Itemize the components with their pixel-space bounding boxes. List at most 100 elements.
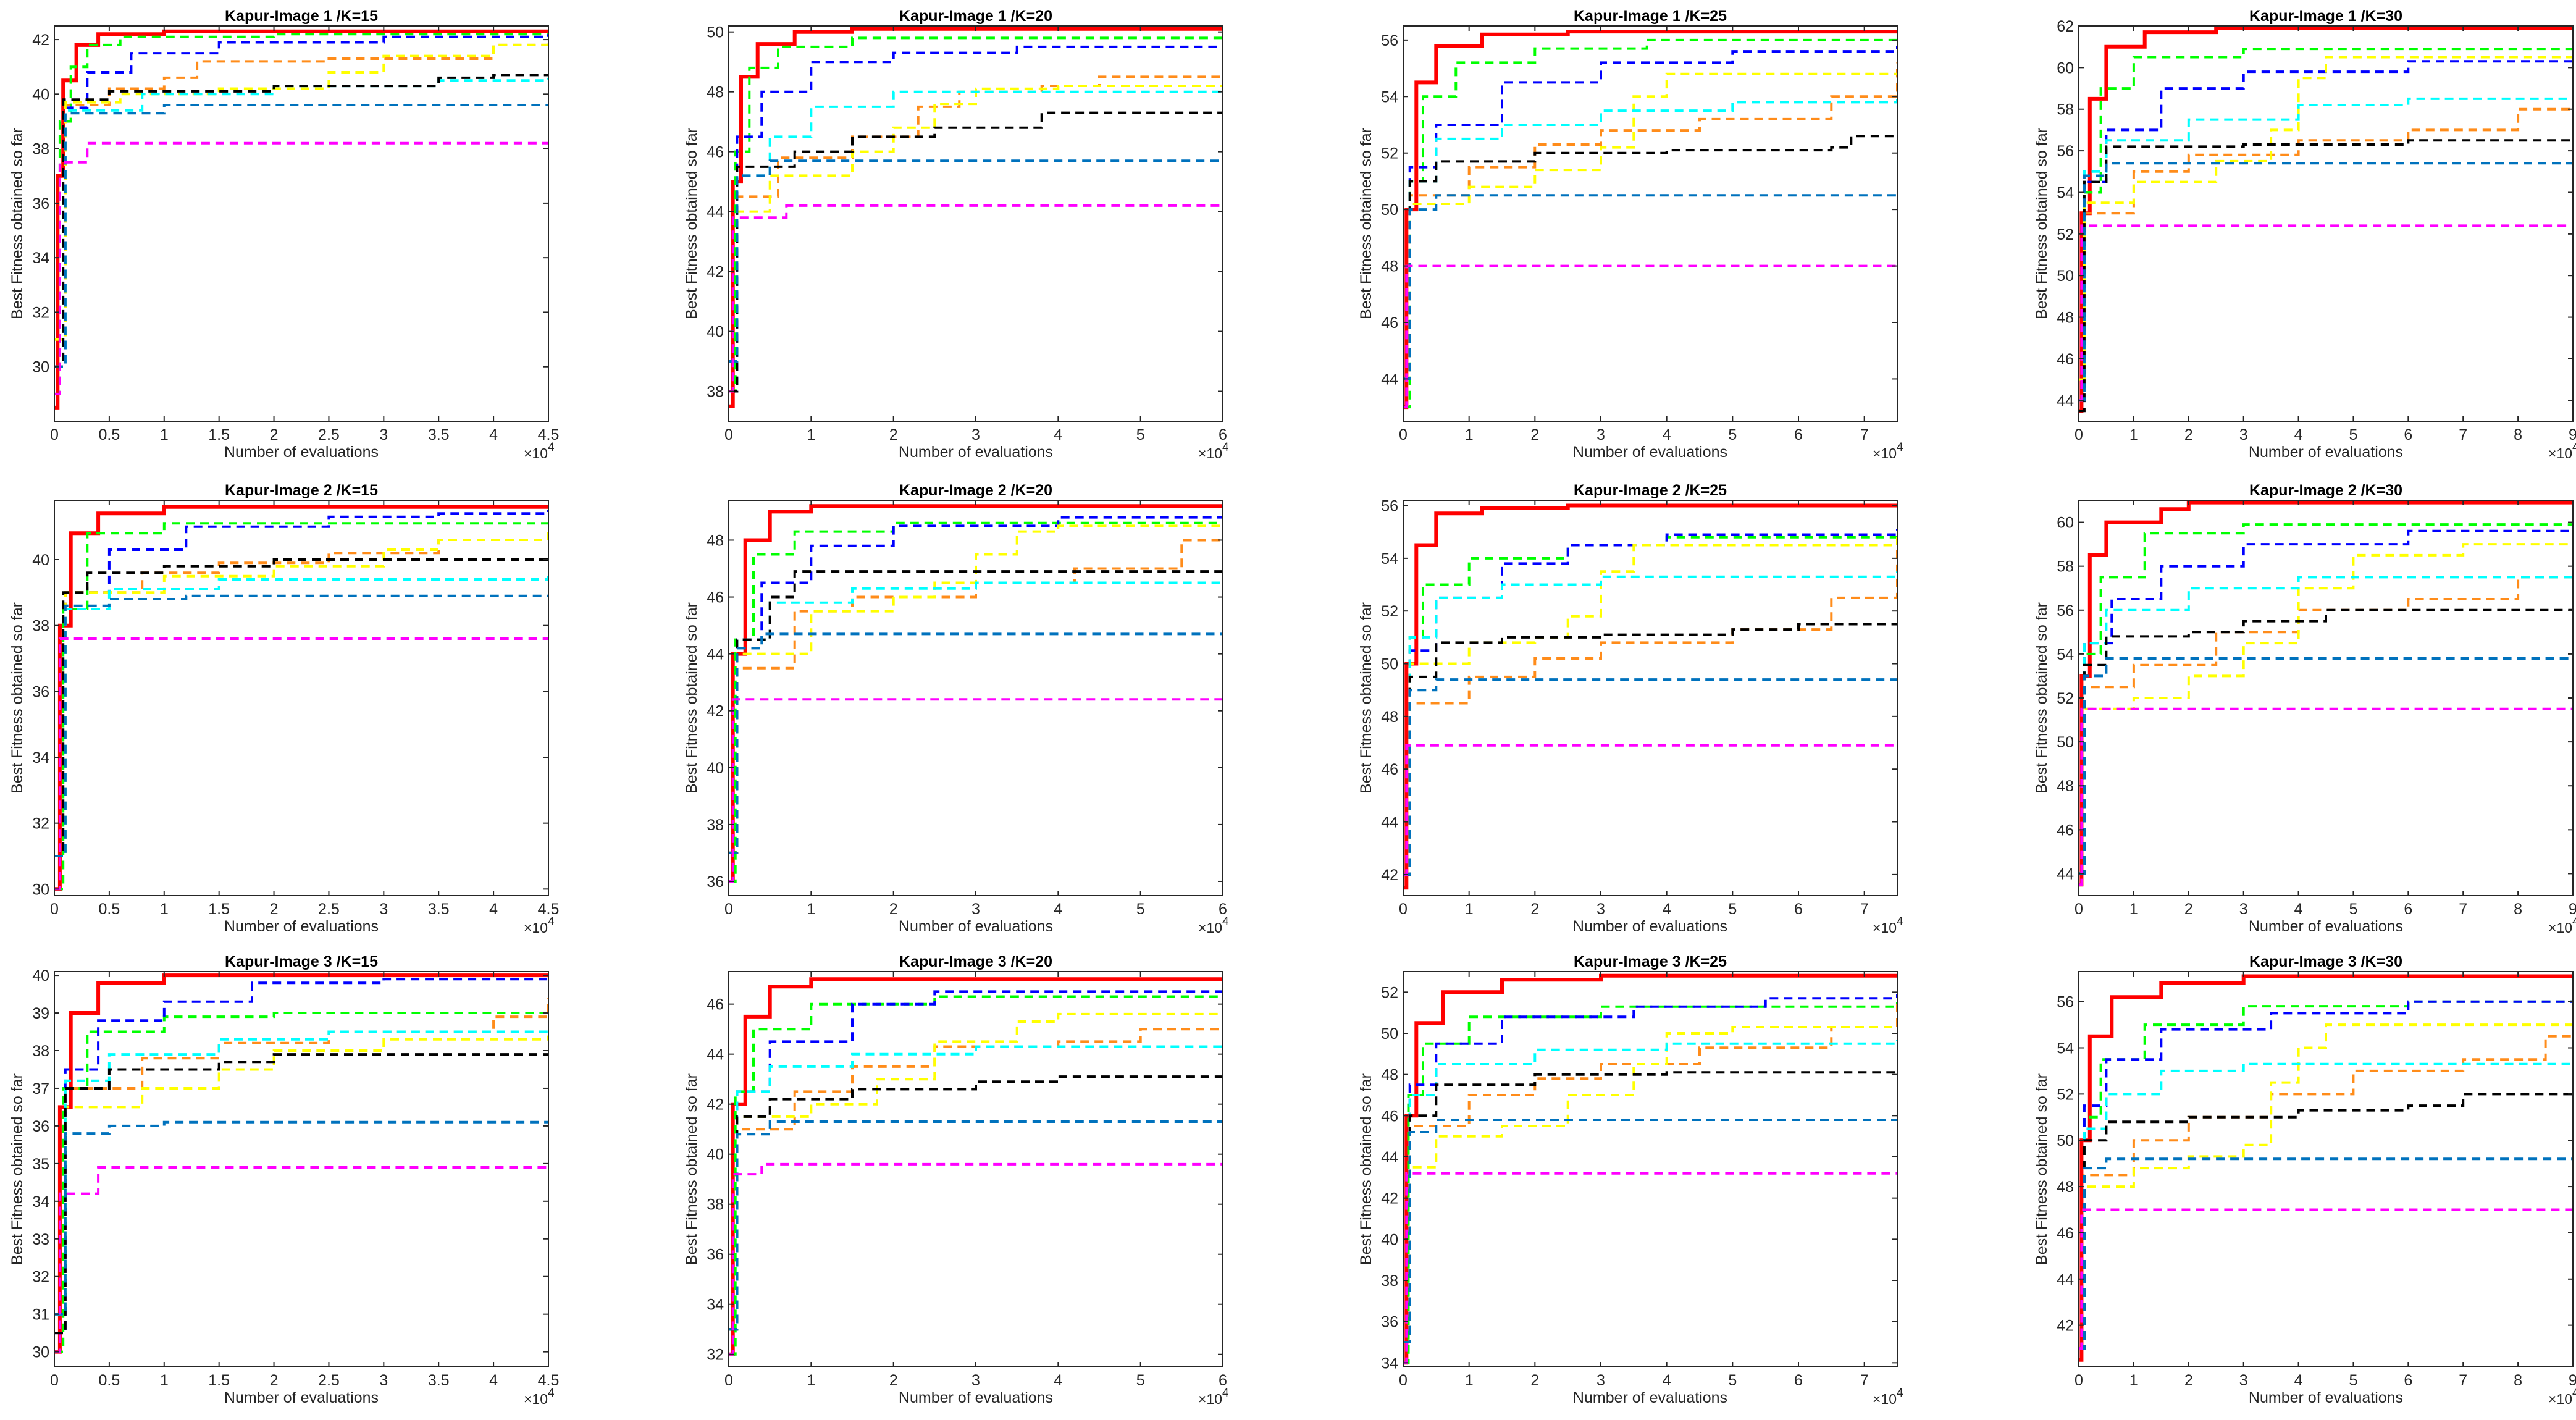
y-axis-label: Best Fitness obtained so far (2033, 602, 2050, 794)
x-axis-label: Number of evaluations (899, 918, 1053, 935)
x-tick-label: 5 (1728, 426, 1737, 443)
x-tick-label: 0 (50, 901, 59, 918)
x-tick-label: 6 (2404, 1372, 2412, 1389)
x-tick-label: 4 (2294, 1372, 2303, 1389)
y-tick-label: 50 (1381, 656, 1398, 673)
x-tick-label: 7 (2459, 426, 2467, 443)
y-tick-label: 36 (32, 683, 49, 700)
x-tick-label: 3 (971, 426, 980, 443)
series-line-blue (729, 44, 1223, 393)
x-tick-label: 1 (1465, 1372, 1474, 1389)
y-tick-label: 52 (1381, 603, 1398, 620)
series-line-yellow (2079, 1023, 2573, 1350)
x-tick-label: 3 (379, 1372, 388, 1389)
x-exponent-label: ×104 (2548, 441, 2576, 461)
x-tick-label: 6 (2404, 426, 2412, 443)
y-tick-label: 42 (707, 264, 724, 281)
x-tick-label: 3 (2239, 426, 2248, 443)
series-line-steelblue (1403, 678, 1897, 876)
y-tick-label: 44 (707, 1046, 724, 1064)
x-tick-label: 4 (1663, 901, 1671, 918)
plot-area (729, 972, 1223, 1367)
series-line-orange (1403, 1002, 1897, 1343)
x-tick-label: 1 (160, 426, 169, 443)
y-tick-label: 52 (2057, 1086, 2074, 1103)
x-tick-label: 7 (1860, 901, 1869, 918)
x-tick-label: 2.5 (318, 901, 340, 918)
x-axis-label: Number of evaluations (2249, 918, 2403, 935)
series-line-blue (1403, 46, 1897, 380)
y-axis-label: Best Fitness obtained so far (9, 602, 26, 794)
x-tick-label: 1 (2129, 1372, 2138, 1389)
chart-title: Kapur-Image 1 /K=20 (899, 7, 1052, 25)
x-tick-label: 1 (2129, 901, 2138, 918)
y-tick-label: 46 (1381, 314, 1398, 332)
series-line-green (729, 994, 1223, 1356)
x-tick-label: 5 (2349, 901, 2357, 918)
axes-box (1403, 971, 1898, 1367)
x-tick-label: 2 (889, 901, 898, 918)
x-exponent-label: ×104 (1198, 1387, 1229, 1407)
x-tick-label: 1 (160, 901, 169, 918)
y-tick-label: 42 (1381, 1190, 1398, 1208)
x-tick-label: 2 (889, 1372, 898, 1389)
x-axis-label: Number of evaluations (224, 1389, 379, 1406)
x-tick-label: 1 (1465, 426, 1474, 443)
y-tick-label: 38 (32, 618, 49, 635)
x-tick-label: 0 (2075, 901, 2083, 918)
chart-panel-9: 0 0.5 1 1.5 2 2.5 3 3.5 4 4.5 30 31 32 33 34 35 36 37 38 39… (9, 953, 559, 1407)
x-tick-label: 3 (1596, 901, 1605, 918)
y-tick-label: 38 (707, 817, 724, 834)
x-tick-label: 4 (1054, 1372, 1062, 1389)
x-tick-label: 0 (724, 901, 733, 918)
chart-panel-6: 0 1 2 3 4 5 6 36 38 40 42 44 46 48 Kapur-Image 2 /K=20… (683, 482, 1229, 936)
y-tick-label: 52 (2057, 226, 2074, 243)
y-tick-label: 48 (707, 84, 724, 101)
y-tick-label: 60 (2057, 59, 2074, 77)
y-tick-label: 34 (707, 1296, 724, 1314)
series-line-steelblue (729, 1120, 1223, 1331)
plot-area (1403, 972, 1897, 1367)
series-line-orange (1403, 537, 1897, 876)
series-line-black (54, 74, 548, 368)
x-tick-label: 4 (1663, 1372, 1671, 1389)
series-line-orange (2079, 78, 2573, 381)
x-tick-label: 8 (2514, 901, 2522, 918)
x-tick-label: 0 (1399, 901, 1408, 918)
y-tick-label: 32 (32, 815, 49, 833)
x-tick-label: 6 (1219, 426, 1227, 443)
x-axis-label: Number of evaluations (224, 918, 379, 935)
y-tick-label: 37 (32, 1080, 49, 1098)
x-tick-label: 6 (1794, 901, 1803, 918)
series-line-yellow (1403, 72, 1897, 380)
series-line-steelblue (1403, 194, 1897, 380)
chart-title: Kapur-Image 2 /K=25 (1574, 482, 1727, 499)
x-axis-label: Number of evaluations (224, 443, 379, 461)
x-axis-label: Number of evaluations (1573, 443, 1727, 461)
series-group (1403, 503, 1897, 890)
series-line-orange (729, 517, 1223, 854)
y-axis-label: Best Fitness obtained so far (9, 1073, 26, 1265)
y-tick-label: 32 (707, 1346, 724, 1364)
y-tick-label: 44 (1381, 1149, 1398, 1166)
y-tick-label: 50 (1381, 1025, 1398, 1043)
series-line-magenta (54, 141, 548, 395)
y-tick-label: 46 (707, 996, 724, 1014)
y-tick-label: 32 (32, 1269, 49, 1286)
series-line-orange (1403, 62, 1897, 380)
x-tick-label: 1 (807, 426, 815, 443)
series-line-green (1403, 1002, 1897, 1364)
y-tick-label: 44 (1381, 371, 1398, 388)
y-tick-label: 34 (32, 749, 49, 767)
y-axis-label: Best Fitness obtained so far (2033, 1073, 2050, 1265)
y-tick-label: 36 (32, 195, 49, 212)
x-axis-label: Number of evaluations (1573, 1389, 1727, 1406)
y-tick-label: 33 (32, 1231, 49, 1248)
y-axis-label: Best Fitness obtained so far (2033, 128, 2050, 319)
y-tick-label: 60 (2057, 515, 2074, 532)
y-tick-label: 38 (32, 141, 49, 158)
y-tick-label: 48 (2057, 778, 2074, 795)
x-tick-label: 2 (270, 901, 279, 918)
y-tick-label: 56 (2057, 143, 2074, 160)
